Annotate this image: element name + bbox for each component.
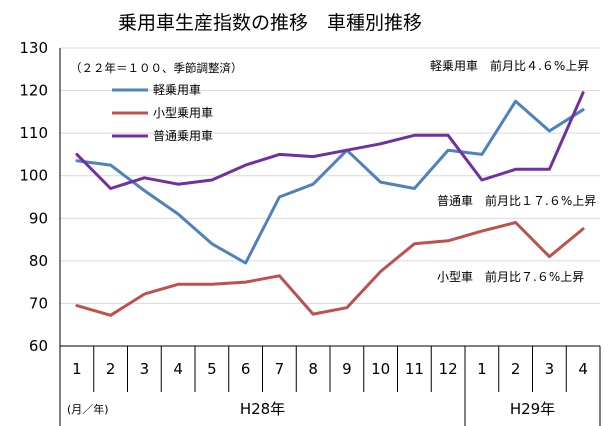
legend-label: 小型乗用車 (153, 106, 213, 120)
annotation: 普通車 前月比１７.６%上昇 (437, 193, 596, 208)
x-tick-label: 2 (511, 360, 521, 378)
legend-label: 普通乗用車 (153, 129, 213, 143)
x-tick-label: 6 (241, 360, 251, 378)
y-tick-label: 80 (29, 252, 48, 270)
series-line-0 (75, 99, 585, 265)
x-tick-label: 5 (207, 360, 217, 378)
gridlines (60, 47, 600, 347)
x-tick-label: 2 (106, 360, 116, 378)
chart-note: （２２年＝１００、季節調整済） (70, 61, 243, 75)
y-tick-label: 70 (29, 294, 48, 312)
y-tick-label: 100 (19, 167, 48, 185)
x-tick-label: 1 (72, 360, 82, 378)
x-tick-label: 10 (371, 360, 390, 378)
series-lines (75, 91, 585, 317)
y-tick-label: 90 (29, 209, 48, 227)
x-unit-label: (月／年) (67, 402, 109, 416)
x-tick-label: 12 (439, 360, 458, 378)
x-tick-label: 8 (308, 360, 318, 378)
annotation: 軽乗用車 前月比４.６%上昇 (430, 58, 589, 73)
x-tick-label: 4 (578, 360, 588, 378)
y-tick-label: 110 (19, 124, 48, 142)
annotation: 小型車 前月比７.６%上昇 (437, 269, 584, 284)
x-tick-label: 9 (342, 360, 352, 378)
x-tick-label: 7 (275, 360, 285, 378)
series-line-2 (75, 91, 585, 190)
x-tick-label: 3 (545, 360, 555, 378)
legend-label: 軽乗用車 (153, 83, 201, 97)
year-label: H28年 (240, 400, 285, 418)
x-tick-label: 4 (173, 360, 183, 378)
x-tick-label: 1 (477, 360, 487, 378)
y-tick-label: 120 (19, 82, 48, 100)
series-line-1 (75, 221, 585, 317)
year-label: H29年 (510, 400, 555, 418)
x-tick-label: 11 (405, 360, 424, 378)
y-tick-label: 130 (19, 39, 48, 57)
x-tick-label: 3 (140, 360, 150, 378)
y-axis: 60 70 80 90 100 110 120 130 (19, 39, 61, 355)
chart-title: 乗用車生産指数の推移 車種別推移 (118, 12, 422, 34)
y-tick-label: 60 (29, 337, 48, 355)
